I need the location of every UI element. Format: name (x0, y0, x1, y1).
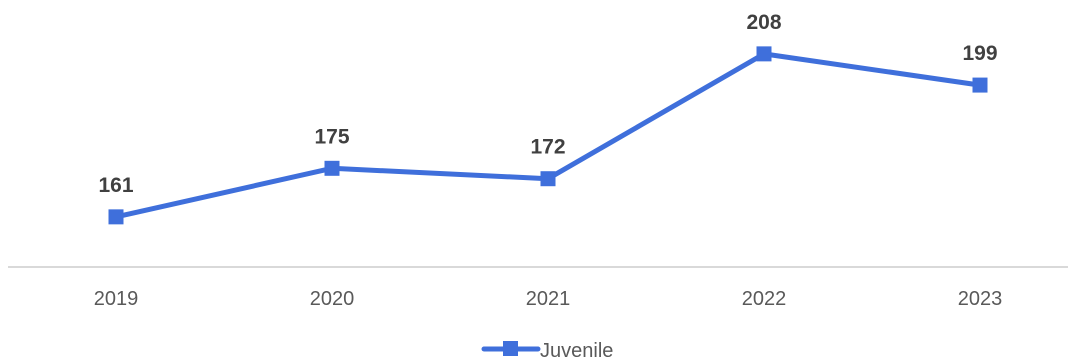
x-tick-label: 2021 (526, 288, 571, 310)
data-point-marker (324, 160, 340, 176)
x-tick-label: 2023 (958, 288, 1003, 310)
data-point-marker (756, 46, 772, 62)
legend: Juvenile (481, 340, 613, 360)
legend-marker-icon (503, 341, 518, 356)
data-label: 199 (962, 42, 997, 65)
data-point-marker (108, 209, 124, 225)
legend-label: Juvenile (540, 340, 613, 360)
x-axis-ticks: 2019 2020 2021 2022 2023 (94, 288, 1003, 310)
data-label: 161 (98, 174, 133, 197)
data-point-marker (540, 171, 556, 187)
x-tick-label: 2019 (94, 288, 139, 310)
data-label: 175 (314, 125, 349, 148)
data-label: 172 (530, 136, 565, 159)
series-layer: 161 175 172 208 199 (98, 11, 998, 225)
x-tick-label: 2022 (742, 288, 787, 310)
data-point-marker (972, 77, 988, 93)
x-tick-label: 2020 (310, 288, 355, 310)
data-label: 208 (746, 11, 781, 34)
